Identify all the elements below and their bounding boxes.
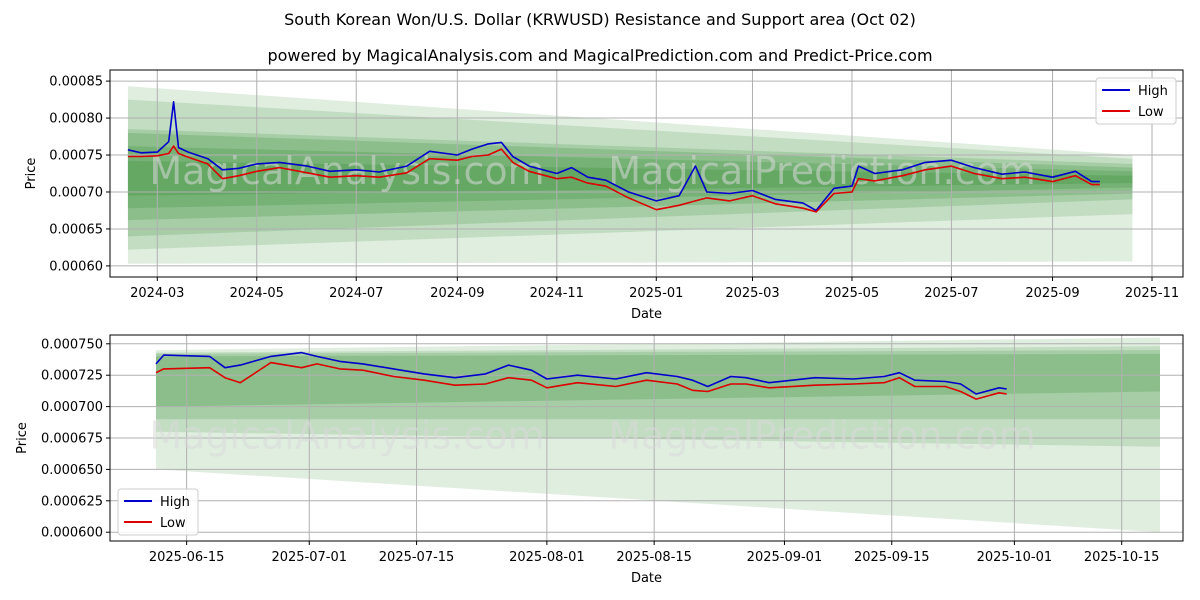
x-tick-label: 2025-03 — [725, 286, 779, 301]
watermark-text: MagicalPrediction.com — [608, 149, 1036, 193]
band-6 — [127, 160, 1133, 196]
watermark-text: MagicalAnalysis.com — [149, 413, 544, 457]
x-tick-label: 2025-10-01 — [977, 550, 1053, 565]
band-5 — [127, 146, 1133, 209]
y-tick-label: 0.000750 — [41, 337, 103, 352]
plot-frame — [109, 69, 1184, 278]
y-tick-label: 0.000625 — [41, 494, 103, 509]
x-tick-label: 2025-08-01 — [509, 550, 585, 565]
x-tick-label: 2025-07-01 — [271, 550, 347, 565]
y-tick-label: 0.000700 — [41, 400, 103, 415]
watermark: MagicalAnalysis.com MagicalPrediction.com — [149, 413, 1035, 457]
chart-subtitle: powered by MagicalAnalysis.com and Magic… — [267, 46, 933, 65]
band-4 — [155, 353, 1161, 407]
x-tick-label: 2025-09-01 — [747, 550, 823, 565]
support-resistance-bands — [127, 86, 1133, 264]
x-tick-label: 2025-06-15 — [149, 550, 225, 565]
x-tick-label: 2025-10-15 — [1084, 550, 1160, 565]
y-axis-label: Price — [24, 158, 39, 190]
y-tick-label: 0.00070 — [49, 185, 103, 200]
chart-title: South Korean Won/U.S. Dollar (KRWUSD) Re… — [284, 10, 916, 29]
x-tick-label: 2025-11 — [1125, 286, 1179, 301]
x-tick-label: 2024-03 — [130, 286, 184, 301]
legend-label-high: High — [1138, 84, 1168, 99]
y-tick-label: 0.000725 — [41, 369, 103, 384]
x-tick-label: 2024-07 — [329, 286, 383, 301]
x-axis-label: Date — [631, 571, 662, 586]
y-tick-label: 0.00075 — [49, 149, 103, 164]
series-line-high — [155, 351, 1007, 395]
ticks: 2024-03 2024-05 2024-07 2024-09 2024-11 2025-… — [49, 75, 1179, 301]
series — [127, 101, 1100, 213]
band-2 — [127, 99, 1133, 250]
series-line-low — [155, 361, 1007, 400]
series-line-low — [127, 145, 1100, 213]
grid — [110, 70, 1183, 277]
x-tick-label: 2025-05 — [825, 286, 879, 301]
x-tick-label: 2025-09-15 — [854, 550, 930, 565]
x-tick-label: 2024-05 — [230, 286, 284, 301]
x-tick-label: 2025-01 — [629, 286, 683, 301]
legend: High Low — [1095, 77, 1177, 125]
y-axis-label: Price — [15, 422, 30, 454]
ticks: 2025-06-15 2025-07-01 2025-07-15 2025-08-01… — [41, 337, 1159, 565]
x-tick-label: 2025-07-15 — [379, 550, 455, 565]
band-1 — [127, 86, 1133, 264]
x-tick-label: 2025-09 — [1025, 286, 1079, 301]
y-tick-label: 0.00080 — [49, 112, 103, 127]
y-tick-label: 0.000675 — [41, 432, 103, 447]
x-tick-label: 2025-07 — [924, 286, 978, 301]
legend-label-high: High — [160, 495, 190, 510]
x-tick-label: 2025-08-15 — [616, 550, 692, 565]
band-3 — [155, 350, 1161, 420]
band-1 — [155, 337, 1161, 533]
watermark-text: MagicalPrediction.com — [608, 413, 1036, 457]
y-tick-label: 0.00065 — [49, 222, 103, 237]
y-tick-label: 0.00085 — [49, 75, 103, 90]
x-tick-label: 2024-11 — [530, 286, 584, 301]
series-line-high — [127, 101, 1100, 212]
legend: High Low — [117, 488, 199, 536]
band-3 — [127, 129, 1133, 237]
x-axis-label: Date — [631, 307, 662, 322]
chart-panel-1: MagicalAnalysis.com MagicalPrediction.com… — [24, 69, 1184, 322]
legend-label-low: Low — [160, 516, 186, 531]
y-tick-label: 0.000600 — [41, 526, 103, 541]
chart-panel-2: MagicalAnalysis.com MagicalPrediction.com… — [15, 334, 1184, 586]
y-tick-label: 0.000650 — [41, 463, 103, 478]
x-tick-label: 2024-09 — [430, 286, 484, 301]
support-resistance-bands — [155, 337, 1161, 533]
series — [155, 351, 1007, 400]
y-tick-label: 0.00060 — [49, 259, 103, 274]
legend-label-low: Low — [1138, 105, 1164, 120]
